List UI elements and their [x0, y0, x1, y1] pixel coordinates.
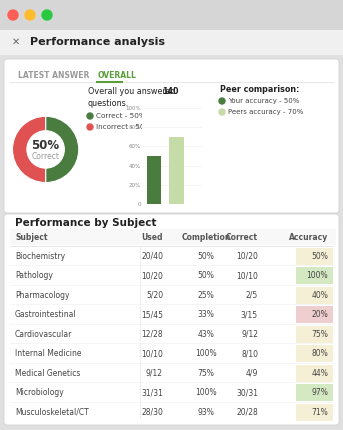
Text: Completion: Completion: [181, 233, 231, 242]
Text: 50%: 50%: [198, 271, 214, 280]
Text: 25%: 25%: [198, 291, 214, 300]
Text: 10/10: 10/10: [236, 271, 258, 280]
Text: 71%: 71%: [311, 408, 328, 417]
Text: Correct - 50% (70): Correct - 50% (70): [96, 113, 163, 119]
Text: Pathology: Pathology: [15, 271, 53, 280]
Text: OVERALL: OVERALL: [98, 71, 137, 80]
Text: 3/15: 3/15: [241, 310, 258, 319]
Wedge shape: [12, 116, 46, 183]
FancyBboxPatch shape: [296, 384, 333, 401]
Text: 80%: 80%: [311, 349, 328, 358]
Text: 97%: 97%: [311, 388, 328, 397]
Wedge shape: [46, 116, 79, 183]
FancyBboxPatch shape: [296, 287, 333, 304]
Text: 75%: 75%: [311, 330, 328, 339]
Text: Biochemistry: Biochemistry: [15, 252, 65, 261]
Text: 20/28: 20/28: [236, 408, 258, 417]
Text: 50%: 50%: [32, 138, 60, 152]
Text: Pharmacology: Pharmacology: [15, 291, 70, 300]
Text: Cardiovascular: Cardiovascular: [15, 330, 72, 339]
Circle shape: [42, 10, 52, 20]
Text: Your accuracy - 50%: Your accuracy - 50%: [228, 98, 299, 104]
Text: 44%: 44%: [311, 369, 328, 378]
Text: 20/40: 20/40: [141, 252, 163, 261]
Text: Accuracy: Accuracy: [289, 233, 328, 242]
Text: 20%: 20%: [311, 310, 328, 319]
Text: Correct: Correct: [32, 152, 60, 161]
Text: 100%: 100%: [306, 271, 328, 280]
Text: Subject: Subject: [15, 233, 47, 242]
Circle shape: [219, 98, 225, 104]
Text: 12/28: 12/28: [141, 330, 163, 339]
Text: Used: Used: [142, 233, 163, 242]
Text: 75%: 75%: [198, 369, 214, 378]
Text: Medical Genetics: Medical Genetics: [15, 369, 80, 378]
Text: 9/12: 9/12: [146, 369, 163, 378]
Circle shape: [8, 10, 18, 20]
Text: 15/45: 15/45: [141, 310, 163, 319]
Text: 4/9: 4/9: [246, 369, 258, 378]
Text: 9/12: 9/12: [241, 330, 258, 339]
FancyBboxPatch shape: [296, 345, 333, 362]
Text: Internal Medicine: Internal Medicine: [15, 349, 82, 358]
Bar: [169, 137, 184, 204]
Text: 100%: 100%: [195, 349, 217, 358]
Text: Peer comparison:: Peer comparison:: [220, 86, 299, 95]
Text: 10/20: 10/20: [236, 252, 258, 261]
FancyBboxPatch shape: [0, 0, 343, 30]
Text: Musculoskeletal/CT: Musculoskeletal/CT: [15, 408, 89, 417]
Text: 10/20: 10/20: [141, 271, 163, 280]
Text: 50%: 50%: [311, 252, 328, 261]
Text: Gastrointestinal: Gastrointestinal: [15, 310, 76, 319]
FancyBboxPatch shape: [296, 306, 333, 323]
Text: Correct: Correct: [226, 233, 258, 242]
FancyBboxPatch shape: [4, 59, 339, 213]
Text: 40%: 40%: [311, 291, 328, 300]
Text: 28/30: 28/30: [141, 408, 163, 417]
Text: questions.: questions.: [88, 98, 129, 108]
Text: 140: 140: [162, 87, 178, 96]
Text: 5/20: 5/20: [146, 291, 163, 300]
Text: Performance by Subject: Performance by Subject: [15, 218, 156, 228]
FancyBboxPatch shape: [4, 214, 339, 425]
FancyBboxPatch shape: [296, 365, 333, 382]
Text: 33%: 33%: [198, 310, 214, 319]
Text: 30/31: 30/31: [236, 388, 258, 397]
Circle shape: [219, 109, 225, 115]
FancyBboxPatch shape: [296, 267, 333, 284]
FancyBboxPatch shape: [296, 404, 333, 421]
Bar: [147, 156, 161, 204]
Circle shape: [25, 10, 35, 20]
Text: 100%: 100%: [195, 388, 217, 397]
Text: 8/10: 8/10: [241, 349, 258, 358]
Text: 43%: 43%: [198, 330, 214, 339]
Text: Peers accuracy - 70%: Peers accuracy - 70%: [228, 109, 303, 115]
Text: 10/10: 10/10: [141, 349, 163, 358]
Text: 50%: 50%: [198, 252, 214, 261]
FancyBboxPatch shape: [296, 326, 333, 343]
Text: Performance analysis: Performance analysis: [30, 37, 165, 47]
Text: Overall you answered: Overall you answered: [88, 87, 176, 96]
Text: LATEST ANSWER: LATEST ANSWER: [18, 71, 90, 80]
Text: 93%: 93%: [198, 408, 214, 417]
FancyBboxPatch shape: [0, 30, 343, 55]
Circle shape: [87, 124, 93, 130]
Text: Microbiology: Microbiology: [15, 388, 64, 397]
Text: 31/31: 31/31: [141, 388, 163, 397]
Text: Incorrect - 50% (70): Incorrect - 50% (70): [96, 124, 168, 130]
Text: ✕: ✕: [12, 37, 20, 47]
Circle shape: [87, 113, 93, 119]
FancyBboxPatch shape: [296, 248, 333, 265]
FancyBboxPatch shape: [10, 229, 336, 245]
Text: 2/5: 2/5: [246, 291, 258, 300]
